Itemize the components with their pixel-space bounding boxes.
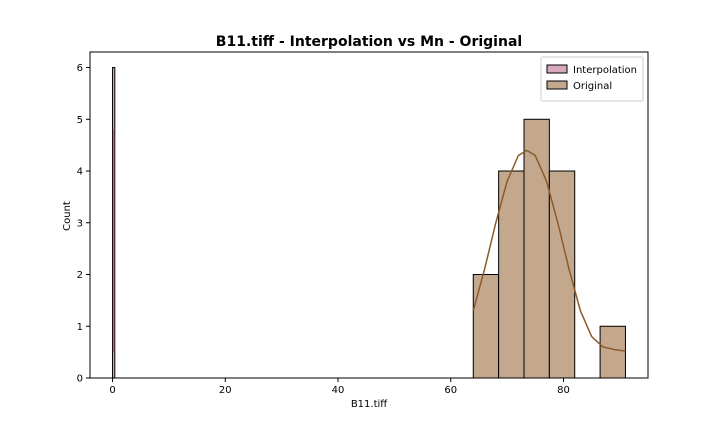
x-axis-label: B11.tiff (351, 399, 388, 410)
chart-title: B11.tiff - Interpolation vs Mn - Origina… (216, 34, 522, 50)
legend-swatch-original (546, 80, 568, 90)
x-tick-label-1: 20 (219, 385, 232, 396)
plot-area (112, 67, 626, 379)
y-tick-label-2: 2 (77, 270, 83, 281)
legend-label-original: Original (573, 81, 612, 92)
legend-swatch-interpolation (546, 64, 568, 74)
y-tick-label-3: 3 (77, 218, 83, 229)
bar-original-0 (472, 274, 500, 379)
y-tick-label-4: 4 (77, 167, 83, 178)
x-tick-label-2: 40 (332, 385, 345, 396)
y-tick-label-5: 5 (77, 115, 83, 126)
legend: Interpolation Original (540, 56, 644, 102)
bar-original-5 (599, 325, 626, 379)
x-tick-label-4: 80 (557, 385, 570, 396)
y-tick-label-0: 0 (77, 374, 83, 385)
y-tick-label-1: 1 (77, 322, 83, 333)
y-axis-label: Count (62, 201, 73, 231)
axes: 0 20 40 60 80 0 1 2 3 4 5 6 (77, 51, 649, 396)
x-tick-label-0: 0 (109, 385, 115, 396)
kde-line-original (472, 149, 626, 352)
y-tick-label-6: 6 (77, 63, 83, 74)
legend-box (540, 56, 644, 102)
bar-original-1 (498, 170, 525, 379)
x-tick-label-3: 60 (444, 385, 457, 396)
axes-frame (89, 51, 649, 379)
legend-label-interpolation: Interpolation (573, 65, 637, 76)
